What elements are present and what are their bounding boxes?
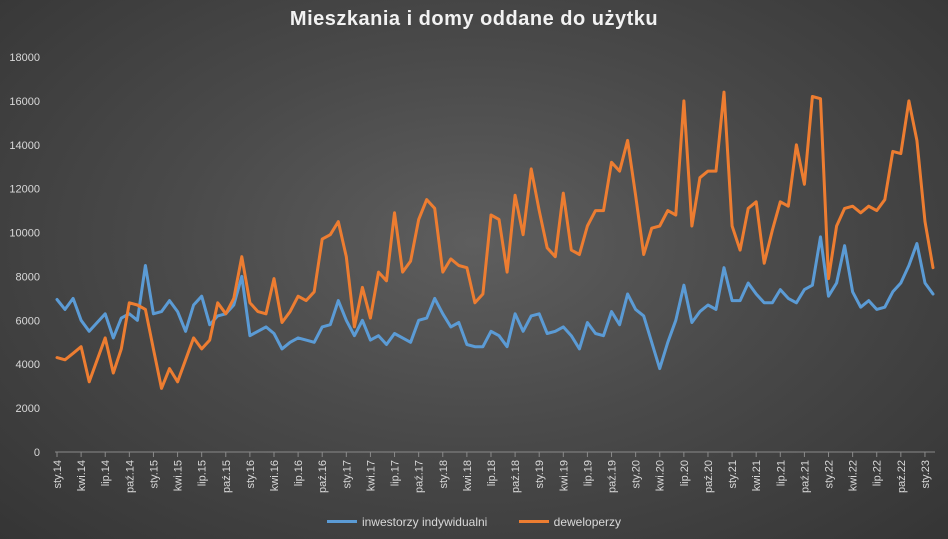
y-tick-label: 4000 [16,359,40,371]
legend-item-inwestorzy: inwestorzy indywidualni [326,514,488,529]
x-tick-label: kwi.17 [365,460,377,491]
x-tick-label: sty.14 [52,460,64,489]
y-axis: 0 2000 4000 6000 8000 10000 12000 14000 16000 180… [9,52,40,459]
x-tick-label: sty.21 [727,460,739,489]
legend-item-deweloperzy: deweloperzy [518,514,622,529]
x-tick-label: kwi.18 [462,460,474,491]
x-tick-label: lip.18 [486,460,498,486]
x-tick-label: paź.19 [607,460,619,493]
series-line-inwestorzy-indywidualni [55,235,935,371]
y-tick-label: 12000 [9,184,40,196]
legend-label-inwestorzy: inwestorzy indywidualni [361,514,488,529]
y-tick-label: 2000 [16,403,40,415]
y-tick-label: 8000 [16,271,40,283]
x-tick-label: lip.21 [775,460,787,486]
x-tick-label: lip.15 [197,460,209,486]
x-tick-label: lip.14 [100,460,112,486]
x-tick-label: lip.17 [390,460,402,486]
x-tick-label: paź.14 [124,460,136,493]
x-tick-label: paź.21 [799,460,811,493]
x-tick-label: kwi.22 [848,460,860,491]
x-tick-label: sty.17 [341,460,353,489]
x-tick-label: sty.16 [245,460,257,489]
x-tick-label: sty.15 [148,460,160,489]
series-layer [55,90,935,390]
legend-swatch-inwestorzy [326,520,357,523]
y-tick-label: 0 [34,447,40,459]
x-tick-label: sty.20 [631,460,643,489]
x-axis: sty.14 kwi.14 lip.14 paź.14 sty.15 kwi.15 lip.… [52,451,935,493]
y-tick-label: 16000 [9,96,40,108]
x-tick-label: sty.18 [438,460,450,489]
x-tick-label: sty.23 [920,460,932,489]
legend: inwestorzy indywidualni deweloperzy [0,512,948,529]
y-tick-label: 18000 [9,52,40,64]
x-tick-label: kwi.20 [655,460,667,491]
x-tick-label: kwi.16 [269,460,281,491]
legend-swatch-deweloperzy [518,520,549,523]
x-tick-label: paź.15 [221,460,233,493]
x-tick-label: lip.20 [679,460,691,486]
x-tick-label: kwi.19 [558,460,570,491]
x-tick-label: paź.16 [317,460,329,493]
chart-title: Mieszkania i domy oddane do użytku [289,8,659,30]
series-line-deweloperzy [55,90,935,390]
x-tick-label: lip.19 [582,460,594,486]
x-tick-label: paź.20 [703,460,715,493]
legend-label-deweloperzy: deweloperzy [553,514,622,529]
y-tick-label: 10000 [9,228,40,240]
x-tick-label: lip.16 [293,460,305,486]
x-tick-label: kwi.15 [173,460,185,491]
x-tick-label: paź.18 [510,460,522,493]
x-tick-label: lip.22 [872,460,884,486]
x-tick-label: kwi.14 [76,460,88,491]
x-tick-label: sty.19 [534,460,546,489]
x-tick-label: paź.22 [896,460,908,493]
y-tick-label: 6000 [16,315,40,327]
x-tick-label: sty.22 [824,460,836,489]
x-tick-label: kwi.21 [751,460,763,491]
x-tick-label: paź.17 [414,460,426,493]
y-tick-label: 14000 [9,140,40,152]
